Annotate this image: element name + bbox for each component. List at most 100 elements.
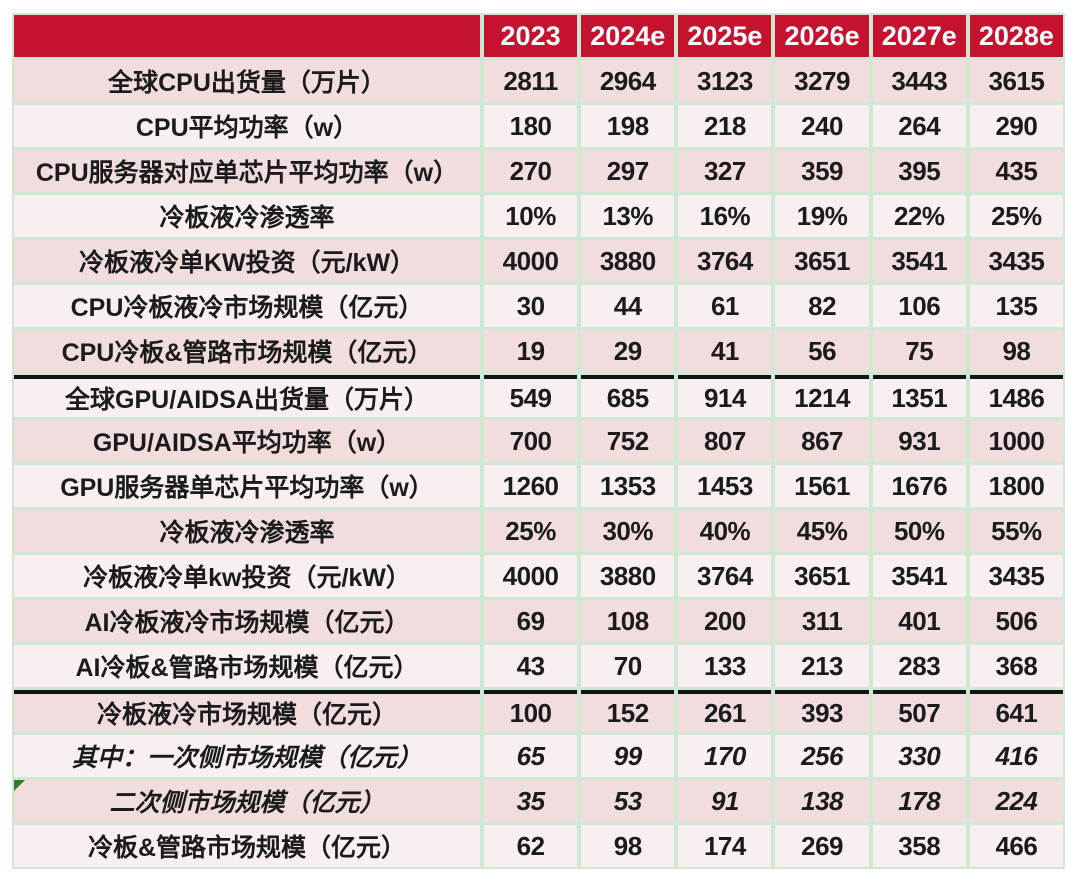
value-cell: 3541 (872, 555, 966, 597)
value-cell: 2811 (484, 60, 578, 102)
value-cell: 752 (581, 420, 675, 462)
value-cell: 261 (678, 690, 772, 732)
value-cell: 2964 (581, 60, 675, 102)
row-label-text: 冷板液冷渗透率 (159, 204, 335, 232)
value-cell: 65 (484, 735, 578, 777)
value-cell: 19 (484, 330, 578, 372)
value-cell: 1486 (969, 375, 1063, 417)
value-cell: 685 (581, 375, 675, 417)
value-cell: 69 (484, 600, 578, 642)
value-cell: 283 (872, 645, 966, 687)
value-cell: 62 (484, 825, 578, 867)
value-cell: 327 (678, 150, 772, 192)
row-label-text: 冷板液冷渗透率 (159, 519, 335, 547)
value-cell: 395 (872, 150, 966, 192)
value-cell: 3435 (969, 240, 1063, 282)
value-cell: 264 (872, 105, 966, 147)
value-cell: 1800 (969, 465, 1063, 507)
value-cell: 3764 (678, 240, 772, 282)
row-label: 全球CPU出货量（万片） (14, 60, 480, 102)
row-label: 全球GPU/AIDSA出货量（万片） (14, 375, 480, 417)
value-cell: 3880 (581, 555, 675, 597)
row-label: GPU/AIDSA平均功率（w） (14, 420, 480, 462)
value-cell: 213 (775, 645, 869, 687)
value-cell: 30 (484, 285, 578, 327)
value-cell: 178 (872, 780, 966, 822)
value-cell: 416 (969, 735, 1063, 777)
value-cell: 75 (872, 330, 966, 372)
value-cell: 91 (678, 780, 772, 822)
row-label-text: 冷板&管路市场规模（亿元） (87, 834, 407, 862)
value-cell: 401 (872, 600, 966, 642)
value-cell: 1453 (678, 465, 772, 507)
value-cell: 3541 (872, 240, 966, 282)
value-cell: 240 (775, 105, 869, 147)
value-cell: 55% (969, 510, 1063, 552)
row-label-text: AI冷板&管路市场规模（亿元） (75, 654, 419, 682)
value-cell: 198 (581, 105, 675, 147)
value-cell: 4000 (484, 240, 578, 282)
value-cell: 133 (678, 645, 772, 687)
value-cell: 1351 (872, 375, 966, 417)
value-cell: 3880 (581, 240, 675, 282)
row-label: AI冷板&管路市场规模（亿元） (14, 645, 480, 687)
value-cell: 867 (775, 420, 869, 462)
header-year-2028e: 2028e (969, 15, 1063, 57)
value-cell: 138 (775, 780, 869, 822)
value-cell: 270 (484, 150, 578, 192)
value-cell: 41 (678, 330, 772, 372)
row-label: 二次侧市场规模（亿元） (14, 780, 480, 822)
value-cell: 549 (484, 375, 578, 417)
value-cell: 506 (969, 600, 1063, 642)
header-year-2023: 2023 (484, 15, 578, 57)
value-cell: 25% (969, 195, 1063, 237)
row-label: 冷板液冷渗透率 (14, 510, 480, 552)
value-cell: 1214 (775, 375, 869, 417)
value-cell: 3443 (872, 60, 966, 102)
row-label-text: AI冷板液冷市场规模（亿元） (84, 609, 410, 637)
row-label-text: 全球CPU出货量（万片） (108, 69, 386, 97)
row-label: CPU平均功率（w） (14, 105, 480, 147)
row-label-text: 冷板液冷单KW投资（元/kW） (78, 249, 416, 277)
value-cell: 1260 (484, 465, 578, 507)
value-cell: 70 (581, 645, 675, 687)
value-cell: 700 (484, 420, 578, 462)
value-cell: 807 (678, 420, 772, 462)
value-cell: 152 (581, 690, 675, 732)
value-cell: 330 (872, 735, 966, 777)
row-label-text: GPU/AIDSA平均功率（w） (92, 429, 402, 457)
value-cell: 3651 (775, 555, 869, 597)
value-cell: 174 (678, 825, 772, 867)
value-cell: 368 (969, 645, 1063, 687)
value-cell: 61 (678, 285, 772, 327)
row-label-text: 二次侧市场规模（亿元） (109, 789, 385, 817)
value-cell: 30% (581, 510, 675, 552)
value-cell: 98 (969, 330, 1063, 372)
value-cell: 100 (484, 690, 578, 732)
value-cell: 3764 (678, 555, 772, 597)
value-cell: 170 (678, 735, 772, 777)
header-year-2024e: 2024e (581, 15, 675, 57)
value-cell: 53 (581, 780, 675, 822)
value-cell: 358 (872, 825, 966, 867)
value-cell: 269 (775, 825, 869, 867)
row-label: 冷板&管路市场规模（亿元） (14, 825, 480, 867)
value-cell: 108 (581, 600, 675, 642)
cell-flag-triangle-icon (14, 780, 25, 791)
row-label: 其中：一次侧市场规模（亿元） (14, 735, 480, 777)
value-cell: 3123 (678, 60, 772, 102)
value-cell: 914 (678, 375, 772, 417)
value-cell: 1561 (775, 465, 869, 507)
value-cell: 25% (484, 510, 578, 552)
row-label: 冷板液冷渗透率 (14, 195, 480, 237)
row-label-text: 全球GPU/AIDSA出货量（万片） (65, 386, 429, 414)
value-cell: 507 (872, 690, 966, 732)
value-cell: 393 (775, 690, 869, 732)
row-label: CPU冷板液冷市场规模（亿元） (14, 285, 480, 327)
row-label: GPU服务器单芯片平均功率（w） (14, 465, 480, 507)
row-label: CPU服务器对应单芯片平均功率（w） (14, 150, 480, 192)
value-cell: 135 (969, 285, 1063, 327)
value-cell: 82 (775, 285, 869, 327)
row-label-text: 冷板液冷单kw投资（元/kW） (83, 564, 411, 592)
